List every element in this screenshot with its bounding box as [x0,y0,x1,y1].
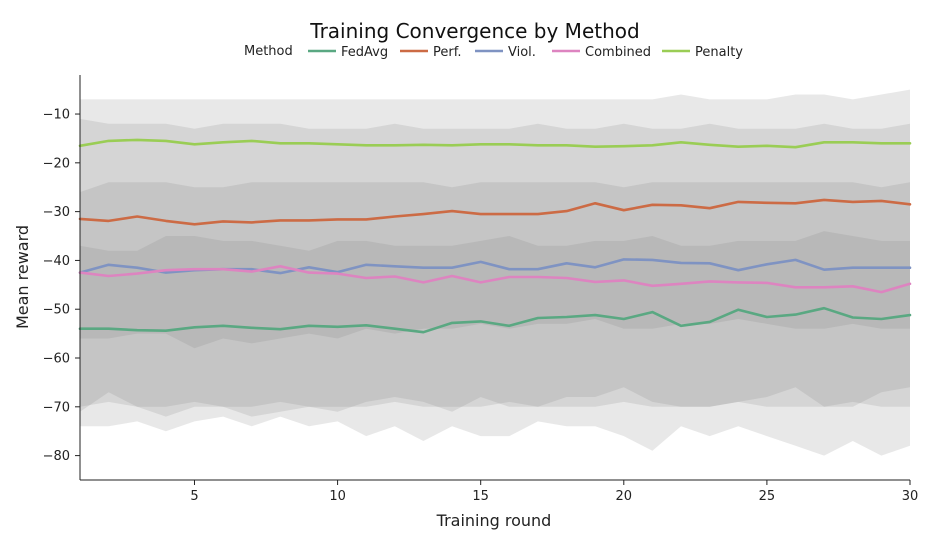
x-tick-label: 20 [616,489,633,504]
y-tick-label: −10 [43,108,70,123]
x-tick-label: 30 [902,489,919,504]
chart-title: Training Convergence by Method [309,19,639,43]
line-combined [78,264,912,294]
line-penalty [78,138,912,149]
band-combined [80,118,910,456]
y-tick-label: −30 [43,205,70,220]
line-perf [78,198,912,226]
x-tick-label: 10 [329,489,346,504]
series-lines [78,138,912,334]
y-axis-title: Mean reward [13,225,32,329]
x-tick-label: 5 [190,489,198,504]
legend-label-combined: Combined [585,45,651,60]
x-axis-title: Training round [436,511,552,530]
axes: −10 −20 −30 −40 −50 −60 −70 −80 5 10 15 20 25 30 [43,75,919,504]
y-tick-label: −40 [43,254,70,269]
y-tick-label: −60 [43,352,70,367]
legend-label-penalty: Penalty [695,45,743,60]
band-penalty [80,89,910,407]
y-tick-label: −20 [43,156,70,171]
legend-label-fedavg: FedAvg [341,45,388,60]
y-tick-label: −70 [43,400,70,415]
x-tick-label: 15 [472,489,489,504]
legend-label-perf: Perf. [433,45,461,60]
x-tick-label: 25 [759,489,776,504]
y-tick-label: −50 [43,303,70,318]
legend-label-viol: Viol. [508,45,536,60]
line-fedavg [78,306,912,334]
legend-title: Method [244,44,293,59]
y-tick-label: −80 [43,449,70,464]
legend: Method FedAvg Perf. Viol. Combined Penalty [244,44,743,60]
